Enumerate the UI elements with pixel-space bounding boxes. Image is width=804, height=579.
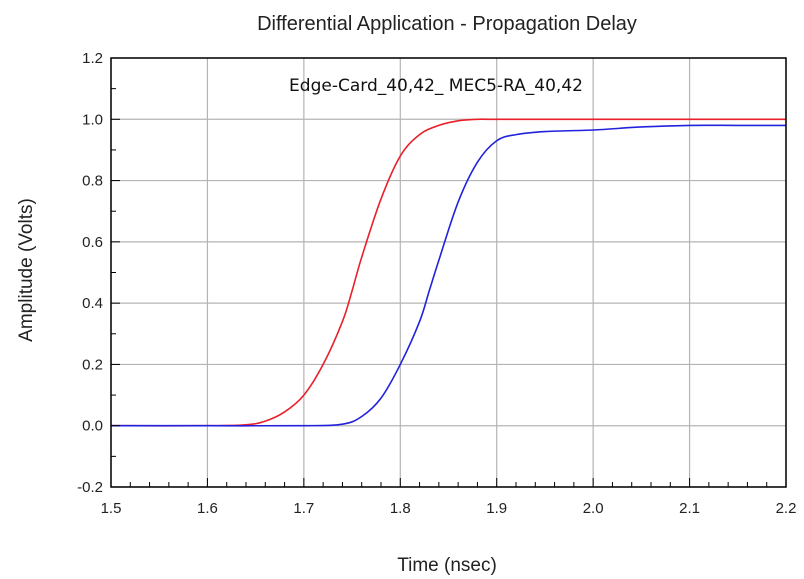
- y-tick-label-7: 1.2: [82, 50, 103, 67]
- x-tick-label-5: 2.0: [583, 500, 604, 517]
- y-tick-label-6: 1.0: [82, 111, 103, 128]
- y-tick-label-0: -0.2: [77, 479, 103, 496]
- axis-ticks: [110, 57, 787, 488]
- series-line-1: [111, 124, 786, 427]
- y-tick-label-4: 0.6: [82, 234, 103, 251]
- chart-title: Differential Application - Propagation D…: [257, 13, 637, 35]
- data-series: [110, 118, 786, 427]
- y-tick-label-2: 0.2: [82, 356, 103, 373]
- x-tick-label-2: 1.7: [293, 500, 314, 517]
- chart-annotation: Edge-Card_40,42_ MEC5-RA_40,42: [289, 76, 583, 96]
- x-tick-label-1: 1.6: [197, 500, 218, 517]
- x-tick-label-6: 2.1: [679, 500, 700, 517]
- y-tick-label-5: 0.8: [82, 173, 103, 190]
- series-line-0: [110, 118, 786, 427]
- x-axis-label: Time (nsec): [397, 555, 497, 576]
- tick-labels: 1.5 1.6 1.7 1.8 1.9 2.0 2.1 2.2 -0.2 0.0 0.2 0.4 0.6…: [77, 50, 796, 517]
- y-axis-label: Amplitude (Volts): [16, 198, 37, 342]
- x-tick-label-3: 1.8: [390, 500, 411, 517]
- x-tick-label-4: 1.9: [486, 500, 507, 517]
- x-tick-label-0: 1.5: [101, 500, 122, 517]
- y-tick-label-1: 0.0: [82, 418, 103, 435]
- x-tick-label-7: 2.2: [776, 500, 797, 517]
- y-tick-label-3: 0.4: [82, 295, 103, 312]
